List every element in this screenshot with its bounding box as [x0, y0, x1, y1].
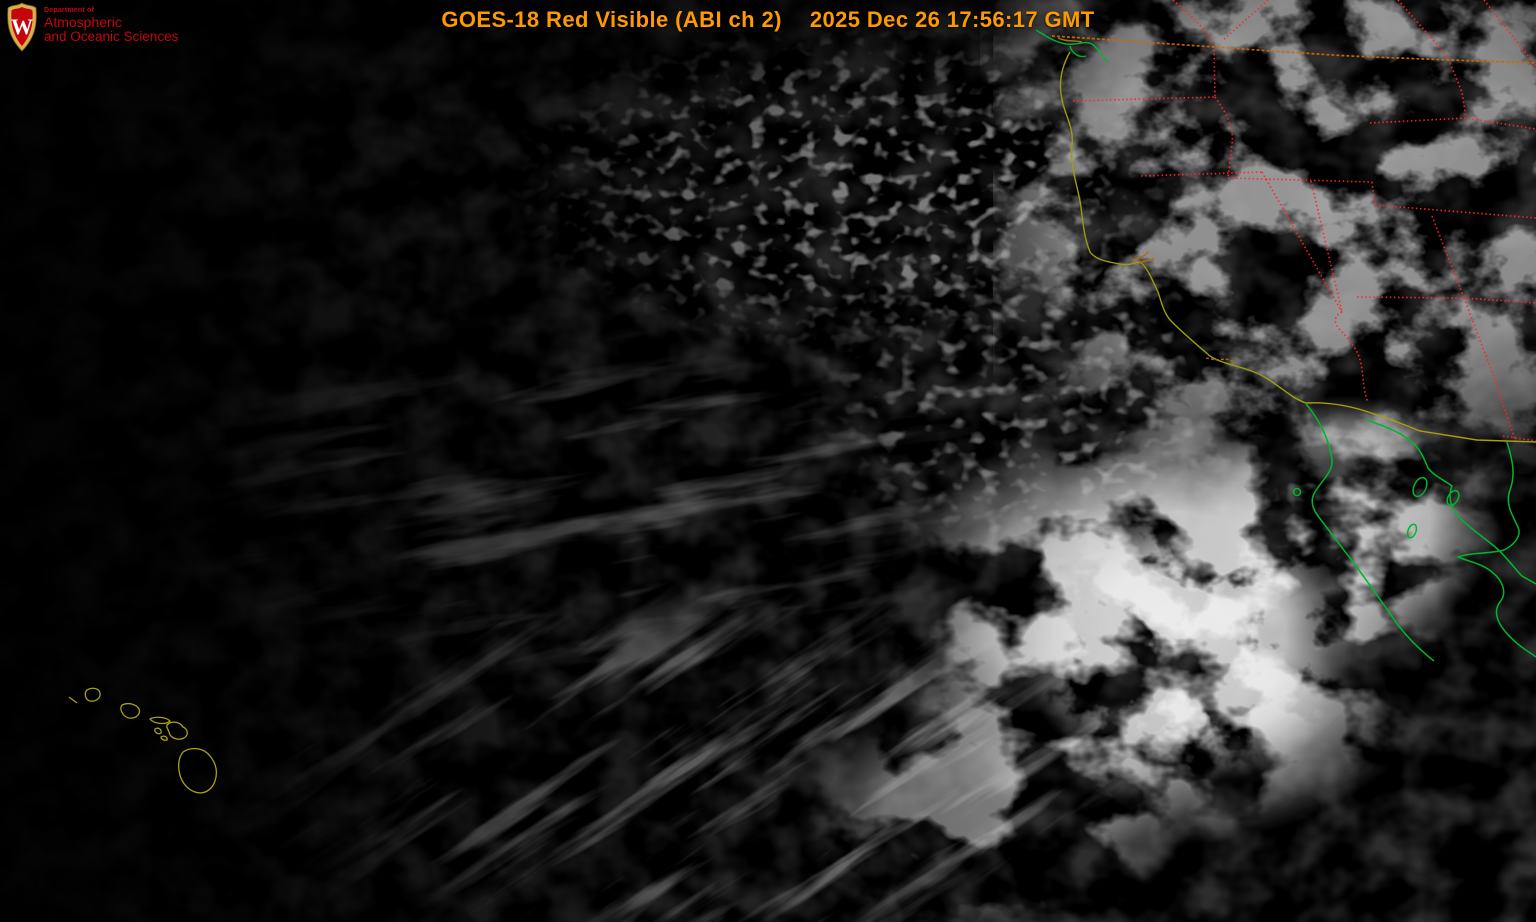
coastline-detail-green-inlets	[1035, 29, 1109, 63]
coastline-detail-bays	[1057, 37, 1237, 363]
title-product-label: GOES-18 Red Visible (ABI ch 2)	[441, 7, 782, 32]
title-timestamp-label: 2025 Dec 26 17:56:17 GMT	[809, 7, 1095, 32]
state-border-lines	[1072, 0, 1536, 443]
logo-department-line: Department of	[44, 7, 95, 14]
logo-text-block: Department of Atmospheric and Oceanic Sc…	[44, 7, 178, 44]
image-title: GOES-18 Red Visible (ABI ch 2) 2025 Dec 2…	[0, 7, 1536, 33]
top-dark-gradient	[0, 0, 980, 130]
uw-crest-icon: W	[7, 2, 37, 52]
uw-aos-logo: W Department of Atmospheric and Oceanic …	[6, 2, 178, 52]
logo-name-line2: and Oceanic Sciences	[44, 29, 179, 45]
crest-letter: W	[11, 14, 33, 39]
hawaii-island-outlines	[68, 687, 217, 794]
logo-name-line1: Atmospheric	[44, 14, 122, 31]
baja-coastline	[1292, 403, 1536, 662]
canada-border-line	[1051, 35, 1536, 64]
mexico-border-line	[1306, 402, 1536, 443]
